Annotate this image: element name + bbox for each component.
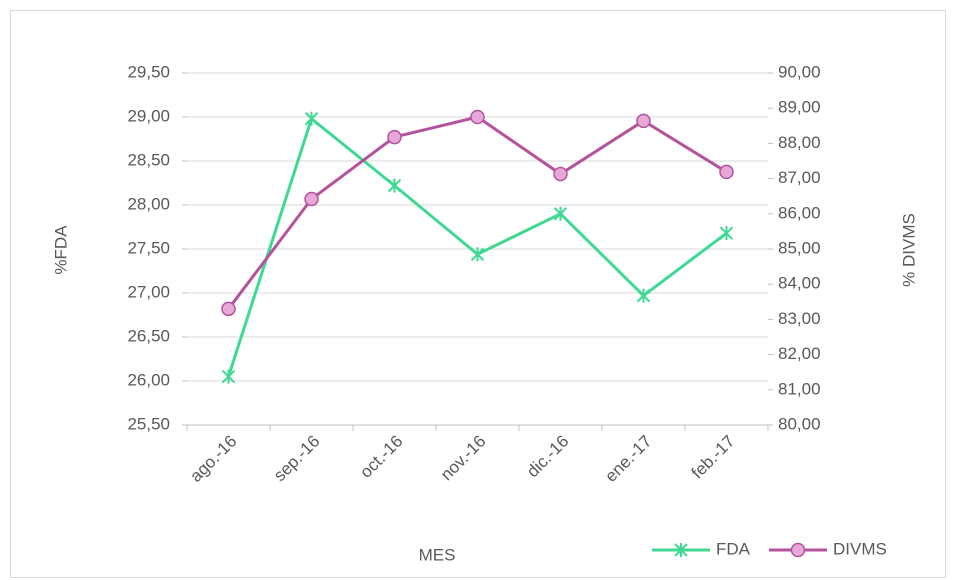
star-marker [387, 178, 402, 193]
y-tick-label: 26,00 [127, 370, 170, 389]
y-tick-label: 27,00 [127, 282, 170, 301]
y-tick-label: 29,00 [127, 106, 170, 125]
circle-marker [304, 191, 319, 207]
y2-axis-title: % DIVMS [899, 213, 918, 287]
star-marker [719, 226, 734, 241]
x-axis-title: MES [419, 545, 456, 564]
y-tick-label: 27,50 [127, 238, 170, 257]
circle-marker [470, 109, 485, 125]
y2-tick-label: 90,00 [778, 62, 821, 81]
y2-tick-label: 82,00 [778, 344, 821, 363]
y-tick-label: 26,50 [127, 326, 170, 345]
y2-tick-label: 88,00 [778, 133, 821, 152]
circle-marker [636, 113, 651, 129]
circle-marker [221, 301, 236, 317]
y-tick-label: 28,50 [127, 150, 170, 169]
y-tick-label: 28,00 [127, 194, 170, 213]
y2-tick-label: 81,00 [778, 379, 821, 398]
y2-tick-label: 86,00 [778, 203, 821, 222]
y2-tick-label: 84,00 [778, 274, 821, 293]
star-marker [470, 247, 485, 262]
circle-marker [719, 164, 734, 180]
legend-label: FDA [716, 539, 751, 558]
star-marker [674, 543, 688, 557]
y-axis-title: %FDA [51, 225, 70, 275]
legend-label: DIVMS [833, 539, 887, 558]
circle-marker [553, 166, 568, 182]
y2-tick-label: 87,00 [778, 168, 821, 187]
y2-tick-label: 89,00 [778, 98, 821, 117]
star-marker [636, 288, 651, 303]
y-tick-label: 29,50 [127, 62, 170, 81]
star-marker [221, 369, 236, 384]
y-tick-label: 25,50 [127, 414, 170, 433]
star-marker [304, 111, 319, 126]
star-marker [553, 206, 568, 221]
y2-tick-label: 83,00 [778, 309, 821, 328]
chart-frame [10, 10, 946, 578]
y2-tick-label: 85,00 [778, 238, 821, 257]
y2-tick-label: 80,00 [778, 414, 821, 433]
circle-marker [387, 129, 402, 145]
circle-marker [790, 542, 806, 558]
